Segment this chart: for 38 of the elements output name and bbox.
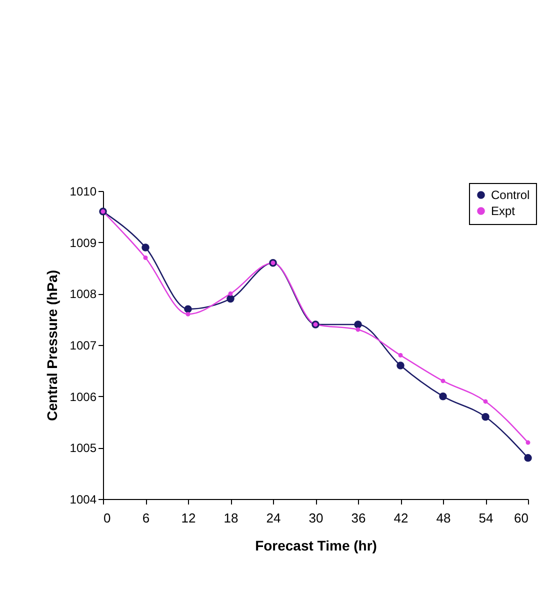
y-tick-label: 1005 [70,441,97,456]
y-tick-label: 1008 [70,287,97,302]
point [526,440,530,445]
x-tick-label: 18 [224,510,238,526]
point [143,256,148,260]
x-tick-label: 54 [478,510,494,526]
point [483,399,488,404]
x-tick-label: 36 [351,510,366,526]
x-tick-label: 60 [514,510,528,526]
y-tick-label: 1006 [70,390,97,404]
legend-label: Expt [491,204,516,218]
y-axis-title: Central Pressure (hPa) [44,270,60,421]
point [186,312,190,316]
point [142,244,150,252]
point [356,327,360,332]
point [354,320,362,328]
y-tick-label: 1004 [70,492,97,506]
point [439,392,447,400]
x-tick-label: 0 [104,510,111,526]
point [396,362,404,370]
y-tick-label: 1007 [70,338,97,352]
point [398,353,403,358]
point [482,413,490,421]
x-tick-label: 6 [142,510,150,526]
x-tick-label: 30 [308,510,324,526]
point [524,454,532,462]
y-tick-label: 1010 [70,184,97,198]
x-tick-label: 24 [266,510,281,526]
x-axis-title: Forecast Time (hr) [255,538,377,554]
y-tick-label: 1009 [70,236,97,250]
x-tick-label: 48 [436,510,451,526]
x-tick-label: 42 [394,510,408,526]
legend-label: Control [491,188,530,202]
point [228,291,233,296]
point [440,378,446,384]
x-tick-label: 12 [181,510,196,526]
point [184,305,192,313]
point [226,294,234,303]
